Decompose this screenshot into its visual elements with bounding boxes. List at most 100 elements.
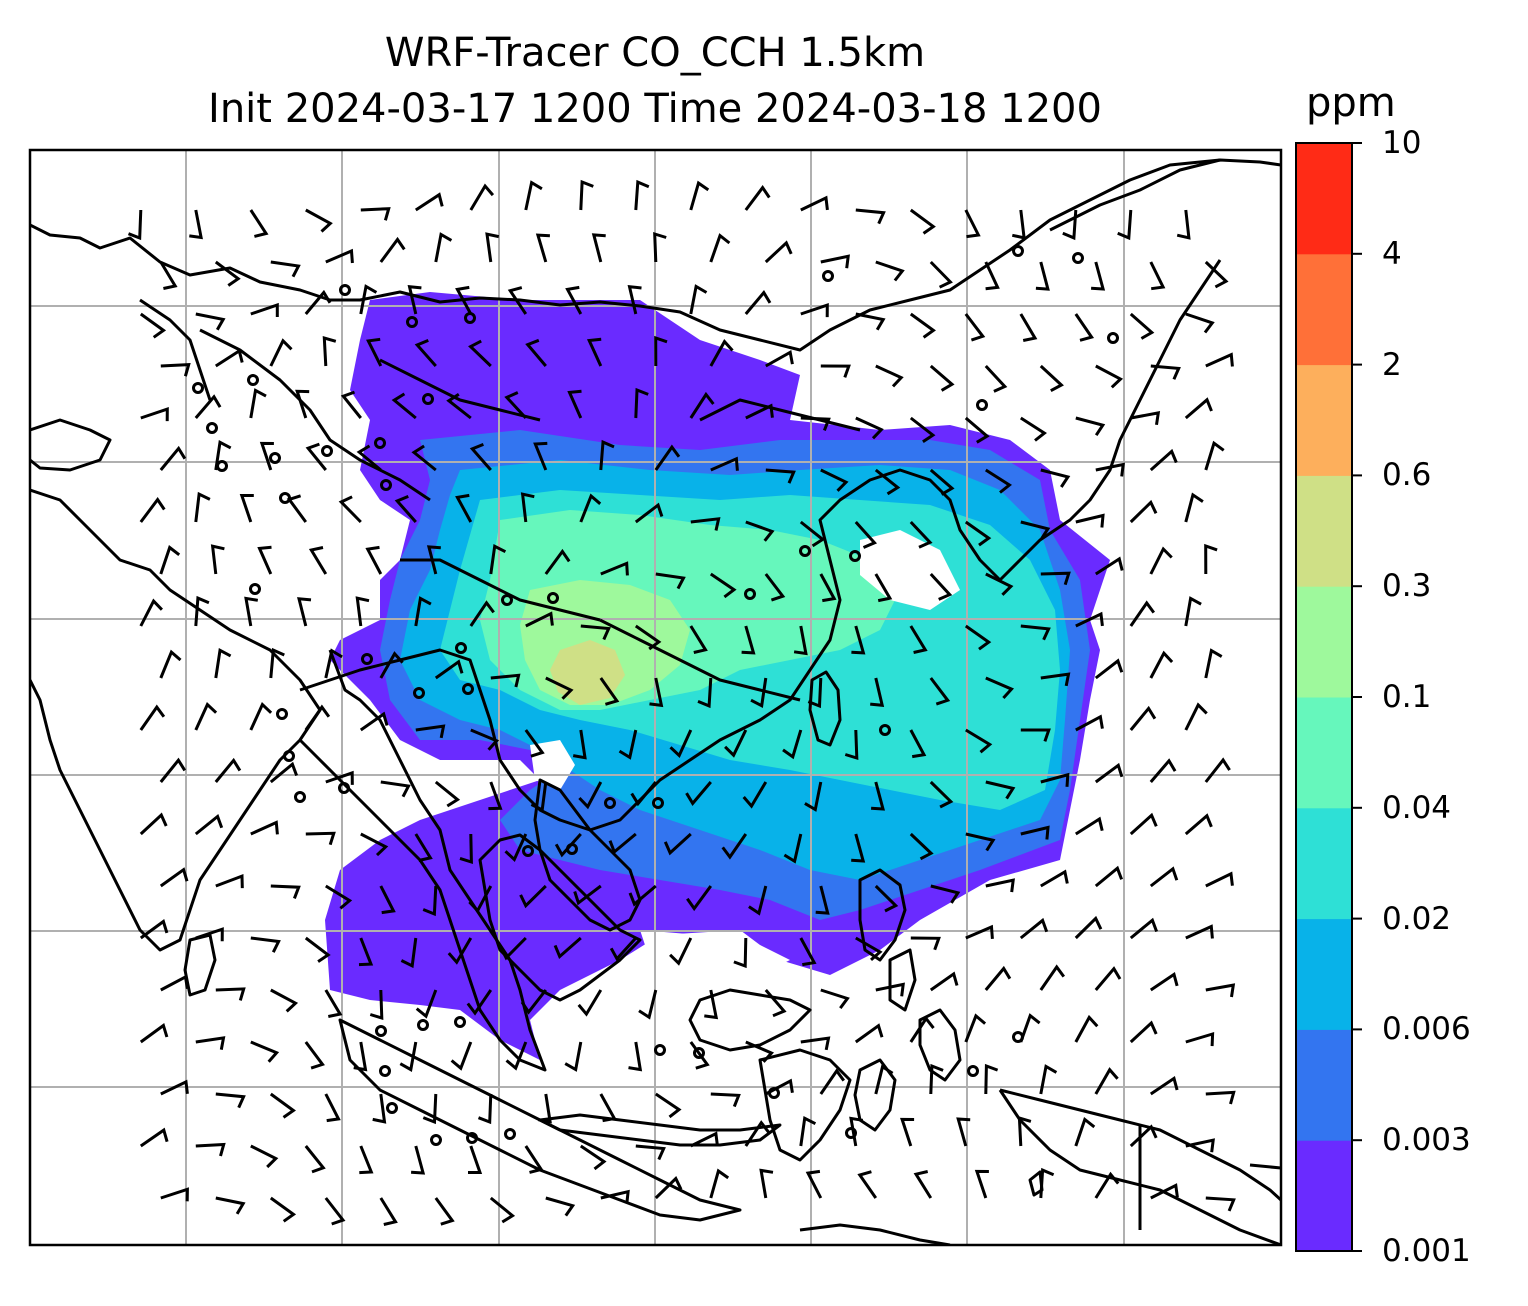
wind-barb xyxy=(685,781,712,806)
wind-barb xyxy=(159,867,189,888)
wind-barb xyxy=(1149,1075,1179,1096)
wind-barb xyxy=(455,493,473,523)
wind-barb xyxy=(434,659,464,680)
wind-barb xyxy=(709,233,731,263)
wind-barb xyxy=(800,416,831,431)
wind-barb xyxy=(1184,702,1208,731)
wind-barb xyxy=(1091,261,1106,291)
wind-barb xyxy=(985,676,1015,700)
colorbar-segment xyxy=(1296,918,1352,1030)
wind-barb xyxy=(799,1116,817,1147)
colorbar-segment xyxy=(1296,475,1352,587)
calm-wind-circle xyxy=(967,1065,979,1077)
wind-barb xyxy=(709,572,737,599)
wind-barb xyxy=(215,1196,246,1215)
calm-wind-circle xyxy=(361,653,373,665)
wind-barb xyxy=(599,1093,617,1123)
wind-barb xyxy=(446,392,472,420)
wind-barb xyxy=(325,770,354,785)
wind-barb xyxy=(1205,1196,1236,1212)
wind-barb xyxy=(1020,520,1051,540)
calm-wind-circle xyxy=(466,1132,478,1144)
wind-barb xyxy=(304,1041,325,1070)
wind-barb xyxy=(742,781,768,809)
wind-barb xyxy=(870,781,885,811)
wind-barb xyxy=(505,1041,528,1071)
wind-barb xyxy=(426,545,441,575)
calm-wind-circle xyxy=(849,550,861,562)
wind-barb xyxy=(851,833,866,863)
calm-wind-circle xyxy=(799,545,811,557)
wind-barb xyxy=(1150,364,1181,380)
wind-barb xyxy=(139,312,167,339)
wind-barb xyxy=(305,831,336,846)
wind-barb xyxy=(1074,915,1103,940)
wind-barb xyxy=(139,1127,169,1148)
wind-barb xyxy=(964,624,992,651)
wind-barb xyxy=(520,989,547,1015)
wind-barb xyxy=(447,937,473,965)
wind-barb xyxy=(1011,209,1026,240)
wind-barb xyxy=(1094,1067,1119,1095)
colorbar-segment xyxy=(1296,1029,1352,1141)
wind-barb xyxy=(741,625,756,655)
wind-barb xyxy=(359,284,378,315)
wind-barb xyxy=(194,701,218,731)
wind-barb xyxy=(215,1092,246,1109)
wind-barb xyxy=(854,1023,884,1044)
wind-barb xyxy=(820,988,850,1009)
wind-barb xyxy=(1150,1183,1179,1200)
wind-barb xyxy=(750,677,768,708)
wind-barb xyxy=(1149,971,1179,992)
wind-barb xyxy=(359,711,389,732)
wind-barb xyxy=(721,833,748,860)
wind-barb xyxy=(1149,866,1179,888)
wind-barb xyxy=(415,989,438,1019)
wind-barb xyxy=(744,185,771,211)
wind-barb xyxy=(422,885,438,917)
wind-barb xyxy=(654,1175,683,1200)
wind-barb xyxy=(159,757,187,783)
wind-barb xyxy=(586,337,603,367)
wind-barb xyxy=(297,597,312,627)
wind-barb xyxy=(1039,1064,1058,1095)
wind-barb xyxy=(1039,1167,1055,1199)
wind-barb xyxy=(1185,924,1214,940)
calm-wind-circle xyxy=(566,843,578,855)
wind-barb xyxy=(690,1131,719,1148)
wind-barb xyxy=(1184,596,1202,627)
wind-barb xyxy=(139,812,168,836)
wind-barb xyxy=(663,832,692,856)
wind-barb xyxy=(365,545,383,575)
calm-wind-circle xyxy=(406,316,418,328)
wind-barb xyxy=(269,338,293,367)
wind-barb xyxy=(686,885,713,912)
colorbar-tick-label: 0.02 xyxy=(1382,900,1452,937)
wind-barb xyxy=(985,878,1015,893)
wind-barb xyxy=(600,1189,630,1204)
wind-barb xyxy=(359,1145,374,1175)
colorbar-tick-label: 2 xyxy=(1382,346,1402,383)
wind-barb xyxy=(455,285,473,315)
wind-barb xyxy=(1094,556,1124,576)
wind-barb xyxy=(414,833,433,862)
wind-barb xyxy=(1074,1014,1099,1043)
calm-wind-circle xyxy=(249,583,261,595)
wind-barb xyxy=(579,493,602,523)
wind-barb xyxy=(965,728,993,754)
wind-barb xyxy=(1205,983,1236,998)
wind-barb xyxy=(414,339,437,367)
colorbar-segment xyxy=(1296,1140,1352,1252)
wind-barb xyxy=(1040,672,1071,687)
wind-barb xyxy=(1019,416,1047,442)
wind-barb xyxy=(244,596,259,627)
wind-barb xyxy=(807,677,823,709)
calm-wind-circle xyxy=(379,1065,391,1077)
wind-barb xyxy=(579,1144,607,1171)
wind-barb xyxy=(269,1092,296,1119)
wind-barb xyxy=(1039,964,1066,991)
wind-barb xyxy=(469,443,492,471)
wind-barb xyxy=(1075,513,1105,528)
wind-barb xyxy=(799,520,826,548)
calm-wind-circle xyxy=(501,594,513,606)
